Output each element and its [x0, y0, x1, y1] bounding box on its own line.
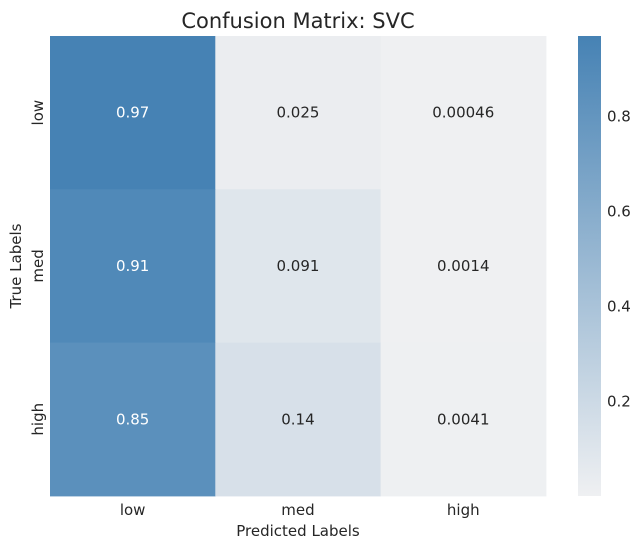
colorbar	[578, 36, 601, 496]
heatmap-cell	[380, 36, 547, 190]
cell-value-label: 0.0014	[437, 257, 490, 275]
heatmap-grid: 0.97 0.025 0.00046 0.91 0.091 0.0014 0.85 0.14 0…	[50, 36, 547, 497]
heatmap-cell	[380, 342, 547, 497]
y-axis-label: True Labels	[7, 223, 25, 309]
x-axis-label: Predicted Labels	[236, 522, 360, 540]
y-axis-ticks: low med high	[29, 100, 47, 436]
cell-value-label: 0.14	[281, 410, 314, 428]
cell-value-label: 0.91	[116, 257, 149, 275]
heatmap-cell	[50, 342, 216, 497]
heatmap-cell	[50, 189, 216, 344]
heatmap-cell	[215, 342, 382, 497]
x-tick-label: high	[447, 501, 480, 519]
y-tick-label: high	[29, 403, 47, 436]
y-tick-label: low	[29, 100, 47, 126]
cell-value-label: 0.0041	[437, 410, 490, 428]
colorbar-ticks: 0.2 0.4 0.6 0.8	[607, 108, 631, 411]
chart-title: Confusion Matrix: SVC	[181, 9, 414, 33]
colorbar-tick-label: 0.2	[607, 392, 631, 410]
cell-value-label: 0.85	[116, 410, 149, 428]
cell-value-label: 0.025	[276, 104, 319, 122]
heatmap-cell	[215, 36, 382, 190]
heatmap-cell	[380, 189, 547, 344]
colorbar-tick-label: 0.4	[607, 297, 631, 315]
colorbar-tick-label: 0.8	[607, 108, 631, 126]
x-tick-label: med	[281, 501, 314, 519]
cell-value-label: 0.00046	[432, 104, 494, 122]
cell-value-label: 0.97	[116, 104, 149, 122]
y-tick-label: med	[29, 249, 47, 282]
x-tick-label: low	[120, 501, 146, 519]
heatmap-cell	[215, 189, 382, 344]
colorbar-tick-label: 0.6	[607, 203, 631, 221]
cell-value-label: 0.091	[276, 257, 319, 275]
x-axis-ticks: low med high	[120, 501, 480, 519]
heatmap-cell	[50, 36, 216, 190]
